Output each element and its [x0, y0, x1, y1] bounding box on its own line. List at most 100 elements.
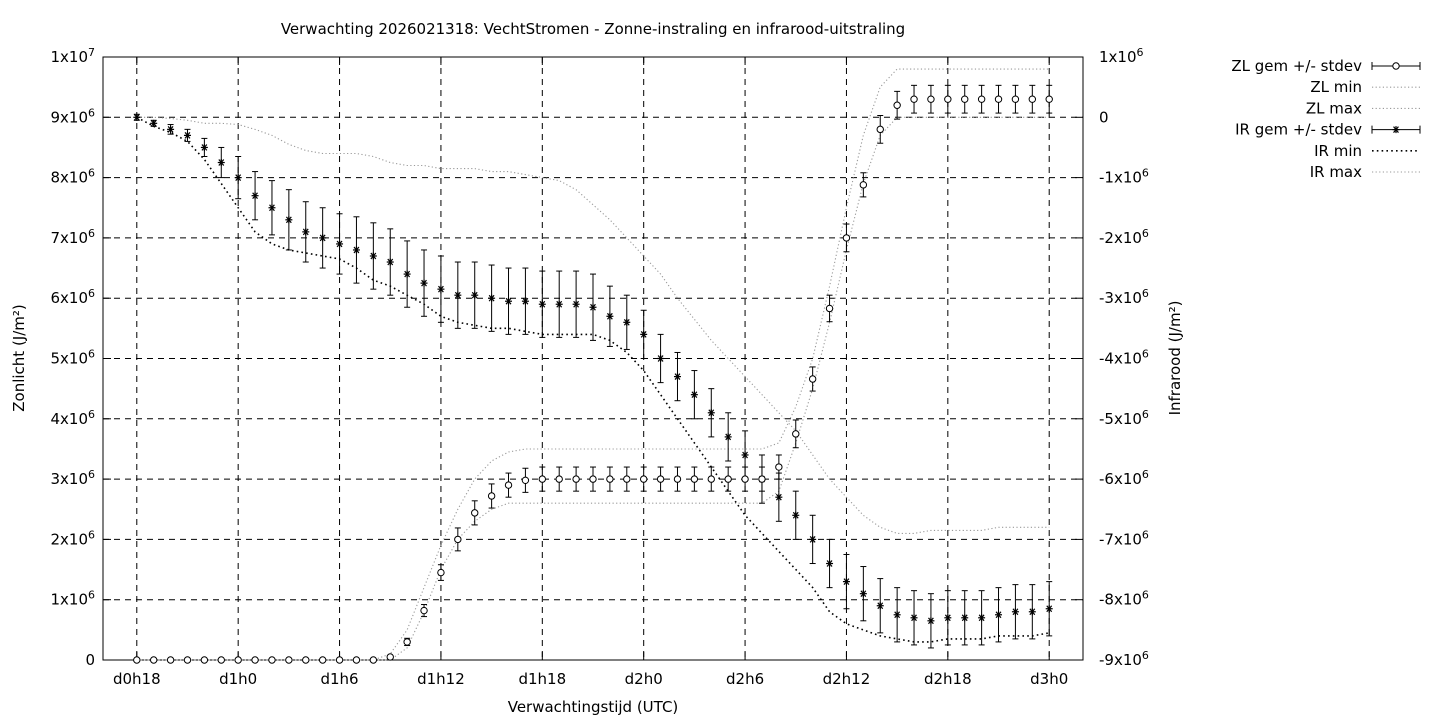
zl-mean-point — [251, 656, 259, 664]
ir-mean-point — [589, 303, 597, 311]
legend-label: ZL gem +/- stdev — [1231, 57, 1362, 75]
legend-item: ZL min — [1310, 78, 1420, 96]
x-tick-label: d1h12 — [417, 670, 465, 688]
zl-mean-point — [454, 535, 462, 544]
ir-mean-point — [859, 590, 867, 598]
zl-mean-point — [133, 656, 141, 664]
legend-label: IR max — [1310, 163, 1362, 181]
zl-mean-point — [825, 304, 834, 313]
zl-mean-point — [758, 475, 766, 483]
zl-mean-point — [403, 638, 411, 646]
y-tick-label: 5x106 — [50, 348, 95, 368]
zl-mean-point — [690, 475, 699, 483]
ir-mean-point — [842, 578, 850, 586]
ir-mean-point — [150, 119, 158, 127]
zl-mean-point — [589, 475, 597, 483]
zl-mean-point — [437, 568, 445, 577]
zl-mean-point — [842, 234, 851, 242]
zl-mean-point — [656, 475, 665, 483]
zl-mean-point — [944, 95, 952, 103]
y-tick-label: 4x106 — [50, 408, 95, 428]
x-tick-label: d0h18 — [113, 670, 161, 688]
ir-mean-point — [1045, 605, 1053, 613]
zl-mean-point — [302, 656, 310, 664]
y2-tick-label: 1x106 — [1099, 46, 1144, 66]
y2-tick-label: -2x106 — [1099, 227, 1149, 247]
zl-mean-point — [707, 475, 715, 483]
zl-mean-point — [183, 656, 192, 664]
y2-tick-label: -8x106 — [1099, 589, 1149, 609]
zl-mean-point — [504, 481, 513, 489]
zl-mean-point — [792, 430, 800, 438]
zl-mean-point — [961, 95, 969, 103]
y2-tick-label: -5x106 — [1099, 408, 1149, 428]
legend-star-marker — [1392, 126, 1400, 134]
ir-mean-point — [741, 451, 749, 459]
y-tick-label: 7x106 — [50, 227, 95, 247]
y-tick-label: 8x106 — [50, 167, 95, 187]
y-tick-label: 2x106 — [50, 528, 95, 548]
ir-min-line — [136, 116, 1050, 643]
zl-mean-point — [775, 463, 783, 471]
ir-mean-point — [183, 131, 191, 139]
zl-max-line — [136, 68, 1050, 661]
legend: ZL gem +/- stdev ZL min ZL max IR gem +/- s… — [1231, 57, 1421, 181]
ir-mean-point — [200, 143, 208, 151]
zl-mean-point — [572, 475, 580, 483]
ir-mean-point — [893, 611, 901, 619]
ir-mean-point — [792, 511, 800, 519]
ir-mean-point — [251, 192, 259, 200]
ir-mean-point — [927, 617, 935, 625]
zl-mean-point — [910, 95, 918, 103]
zl-mean-point — [623, 475, 631, 483]
ir-mean-point — [724, 433, 732, 441]
ir-mean-point — [555, 300, 563, 308]
zl-min-line — [136, 116, 1050, 661]
ir-mean-point — [1011, 608, 1019, 616]
ir-mean-point — [673, 373, 681, 381]
zl-mean-point — [200, 656, 209, 664]
ir-mean-point — [657, 355, 665, 362]
y2-tick-label: -1x106 — [1099, 167, 1149, 187]
zl-mean-point — [1045, 95, 1053, 103]
y2-tick-label: -6x106 — [1099, 468, 1149, 488]
legend-label: ZL max — [1306, 99, 1362, 117]
ir-mean-point — [133, 113, 141, 121]
ir-mean-point — [623, 318, 631, 326]
x-tick-label: d1h0 — [219, 670, 257, 688]
ir-mean-point — [521, 297, 529, 305]
legend-circle-marker — [1392, 62, 1400, 70]
ir-mean-point — [369, 252, 377, 260]
zl-mean-point — [606, 475, 614, 483]
legend-label: ZL min — [1310, 78, 1362, 96]
y2-tick-label: -7x106 — [1099, 528, 1149, 548]
legend-label: IR gem +/- stdev — [1235, 121, 1362, 139]
ir-mean-point — [944, 614, 952, 622]
zl-mean-point — [673, 475, 682, 483]
zl-mean-point — [927, 95, 935, 103]
ir-mean-point — [217, 159, 225, 167]
zl-mean-point — [859, 181, 868, 189]
y-tick-label: 6x106 — [50, 287, 95, 307]
zl-mean-point — [471, 509, 479, 517]
y-tick-label: 3x106 — [50, 468, 95, 488]
ir-mean-point — [876, 602, 884, 610]
ir-mean-point — [336, 240, 344, 248]
legend-item: IR gem +/- stdev — [1235, 121, 1421, 139]
ir-mean-point — [403, 270, 411, 278]
ir-mean-point — [234, 174, 242, 182]
ir-mean-point — [437, 285, 445, 293]
ir-mean-point — [471, 291, 479, 299]
chart-title: Verwachting 2026021318: VechtStromen - Z… — [281, 20, 905, 38]
zl-mean-point — [538, 475, 547, 483]
zl-mean-point — [639, 475, 648, 483]
ir-mean-point — [167, 125, 175, 133]
ir-mean-point — [505, 297, 513, 305]
zl-mean-point — [420, 606, 428, 615]
ir-mean-point — [606, 312, 614, 320]
ir-mean-point — [420, 279, 428, 287]
ir-mean-point — [352, 246, 360, 254]
ir-mean-point — [961, 614, 969, 622]
zl-mean-point — [994, 95, 1003, 103]
